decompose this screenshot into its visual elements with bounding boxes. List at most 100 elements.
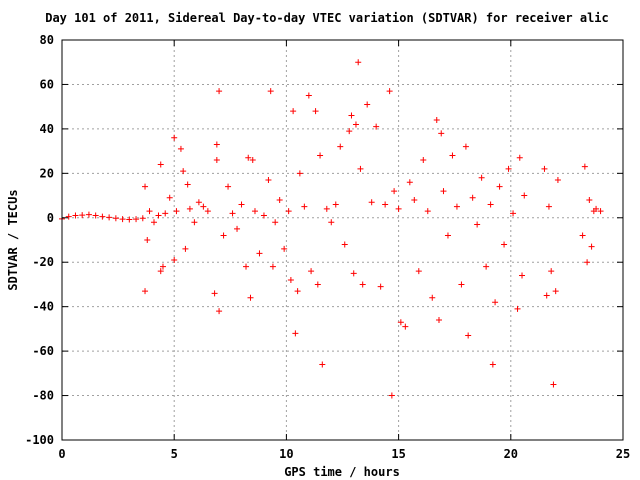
data-point (328, 219, 335, 226)
data-point (144, 237, 151, 243)
data-point (256, 250, 263, 257)
data-point (157, 268, 164, 275)
grid-lines (62, 40, 623, 440)
data-point (386, 88, 393, 95)
data-point (397, 319, 404, 326)
data-point (552, 288, 559, 295)
data-point (514, 305, 521, 312)
data-point (355, 59, 362, 66)
data-point (184, 181, 191, 188)
data-point (341, 241, 348, 248)
data-point (359, 281, 366, 288)
y-tick-label: -20 (32, 255, 54, 269)
data-point (216, 308, 223, 315)
data-point (346, 128, 353, 135)
data-point (319, 361, 326, 368)
data-point (229, 210, 236, 217)
data-point (204, 208, 211, 215)
x-axis-label: GPS time / hours (284, 465, 400, 479)
data-point (492, 299, 499, 306)
data-point (251, 208, 258, 215)
data-point (541, 165, 548, 172)
data-point (285, 208, 292, 215)
data-point (243, 263, 250, 270)
y-tick-label: -60 (32, 344, 54, 358)
data-point (133, 216, 140, 223)
y-tick-label: 80 (40, 33, 54, 47)
data-point (155, 212, 162, 219)
data-point (433, 117, 440, 123)
data-point (483, 263, 490, 270)
data-point (267, 88, 274, 95)
data-point (588, 243, 595, 250)
data-point (191, 219, 198, 226)
y-tick-label: 40 (40, 122, 54, 136)
data-point (186, 205, 193, 212)
data-point (348, 112, 355, 119)
data-point (444, 232, 451, 239)
data-point (119, 216, 126, 223)
data-point (180, 168, 187, 175)
data-point (411, 197, 418, 203)
data-point (323, 205, 330, 212)
data-point (584, 259, 591, 266)
data-point (142, 288, 149, 295)
data-point (424, 208, 431, 215)
data-point (543, 292, 550, 299)
data-point (357, 165, 364, 172)
data-point (249, 157, 256, 163)
x-tick-label: 0 (58, 447, 65, 461)
data-point (332, 201, 339, 208)
data-point (489, 361, 496, 368)
data-point (382, 201, 389, 208)
data-point (171, 134, 178, 141)
data-point (126, 216, 133, 223)
data-point (177, 145, 184, 152)
data-point (352, 121, 359, 128)
data-point (368, 199, 375, 206)
data-point (85, 211, 92, 218)
data-point (142, 183, 149, 190)
data-point (435, 317, 442, 323)
data-point (317, 152, 324, 159)
data-point (391, 188, 398, 195)
data-point (402, 323, 409, 330)
data-point (521, 192, 528, 199)
data-point (294, 288, 301, 295)
data-point (182, 245, 189, 252)
data-point (586, 197, 593, 203)
x-tick-label: 5 (171, 447, 178, 461)
data-point (453, 203, 460, 210)
data-point (593, 205, 600, 212)
data-point (314, 281, 321, 288)
data-point (287, 277, 294, 283)
data-point (377, 283, 384, 290)
data-point (65, 213, 72, 220)
data-point (200, 203, 207, 210)
data-point (429, 294, 436, 301)
data-point (292, 330, 299, 337)
data-point (505, 165, 512, 172)
data-point (290, 108, 297, 115)
x-tick-label: 20 (504, 447, 518, 461)
data-point (440, 188, 447, 195)
x-tick-label: 25 (616, 447, 630, 461)
data-point (234, 225, 241, 232)
x-tick-label: 15 (391, 447, 405, 461)
data-point (469, 194, 476, 201)
data-point (308, 268, 315, 275)
data-point (296, 170, 303, 177)
data-point (245, 154, 252, 161)
data-point (406, 179, 413, 186)
data-point (211, 290, 218, 297)
y-tick-label: 0 (47, 211, 54, 225)
data-point (548, 268, 555, 275)
data-point (195, 199, 202, 206)
data-point (146, 208, 153, 215)
data-point (272, 219, 279, 226)
data-point (79, 212, 86, 219)
data-point (162, 210, 169, 217)
data-point (238, 201, 245, 208)
data-point (220, 232, 227, 239)
